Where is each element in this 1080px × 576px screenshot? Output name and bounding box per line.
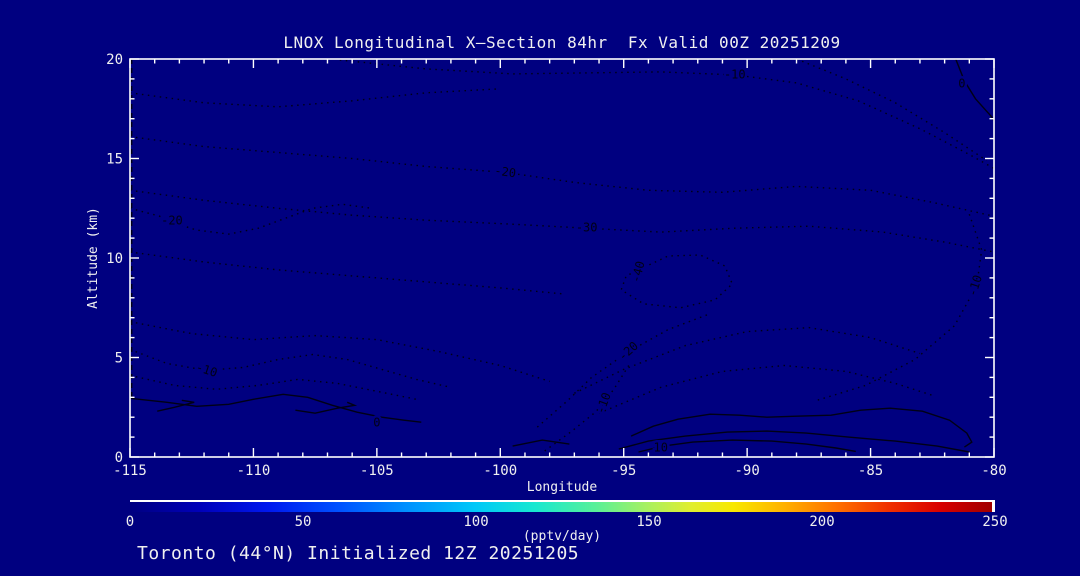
x-tick-label: -80 xyxy=(981,463,1006,479)
chart-title: LNOX Longitudinal X—Section 84hr Fx Vali… xyxy=(283,33,841,52)
x-tick-label: -105 xyxy=(360,463,394,479)
contour-label: -40 xyxy=(628,260,647,285)
y-tick-label: 10 xyxy=(106,251,123,267)
colorbar-tick-label: 200 xyxy=(809,514,835,530)
contour-label: -20 xyxy=(616,339,641,364)
contour-label: -10 xyxy=(965,273,985,298)
contour-line-dotted xyxy=(129,189,995,253)
x-tick-label: -115 xyxy=(113,463,147,479)
contour-line-dotted xyxy=(339,59,995,170)
y-axis-label: Altitude (km) xyxy=(86,207,101,309)
contour-label: -20 xyxy=(161,214,183,228)
contour-line-dotted xyxy=(129,348,452,389)
contour-line-dotted xyxy=(129,251,563,295)
x-tick-label: -100 xyxy=(483,463,517,479)
plot-frame xyxy=(129,58,995,458)
y-tick-label: 0 xyxy=(115,450,123,466)
contour-line-dotted xyxy=(544,365,630,452)
y-tick-label: 15 xyxy=(106,152,123,168)
colorbar-tick-label: 50 xyxy=(294,514,312,530)
contour-line-solid xyxy=(638,439,856,453)
contour-line-solid xyxy=(157,399,195,412)
y-tick-label: 5 xyxy=(115,351,123,367)
contour-line-solid xyxy=(295,401,358,414)
contour-label: 0 xyxy=(958,76,965,90)
contour-label: 0 xyxy=(373,415,380,429)
contour-line-dotted xyxy=(129,88,501,108)
colorbar xyxy=(130,500,995,512)
contour-line-dotted xyxy=(813,213,983,402)
contour-line-dotted xyxy=(598,364,933,414)
x-tick-label: -95 xyxy=(611,463,636,479)
y-tick-label: 20 xyxy=(106,52,123,68)
contour-label: -30 xyxy=(576,221,598,235)
x-tick-label: -90 xyxy=(734,463,759,479)
contour-label: -20 xyxy=(494,163,517,180)
contour-line-dotted xyxy=(536,313,711,428)
x-tick-label: -110 xyxy=(237,463,271,479)
contour-line-dotted xyxy=(573,326,921,394)
contour-line-solid xyxy=(630,407,973,448)
contour-line-dotted xyxy=(796,58,987,162)
colorbar-tick-label: 100 xyxy=(463,514,489,530)
contour-line-dotted xyxy=(129,321,550,383)
x-axis-label: Longitude xyxy=(526,480,598,495)
contour-line-solid xyxy=(618,430,970,453)
contour-line-dotted xyxy=(620,254,734,309)
colorbar-tick-label: 150 xyxy=(636,514,662,530)
contour-label: -10 xyxy=(593,391,614,416)
contour-label: 10 xyxy=(654,441,668,455)
contour-line-solid xyxy=(129,393,422,423)
contour-line-dotted xyxy=(129,135,995,217)
colorbar-unit-label: (pptv/day) xyxy=(522,529,602,544)
contour-label: -10 xyxy=(194,360,219,380)
init-info-text: Toronto (44°N) Initialized 12Z 20251205 xyxy=(137,543,580,564)
colorbar-tick-label: 250 xyxy=(982,514,1008,530)
contour-line-solid xyxy=(512,439,570,447)
colorbar-tick-label: 0 xyxy=(125,514,135,530)
contour-label: -10 xyxy=(724,67,746,81)
x-tick-label: -85 xyxy=(858,463,883,479)
